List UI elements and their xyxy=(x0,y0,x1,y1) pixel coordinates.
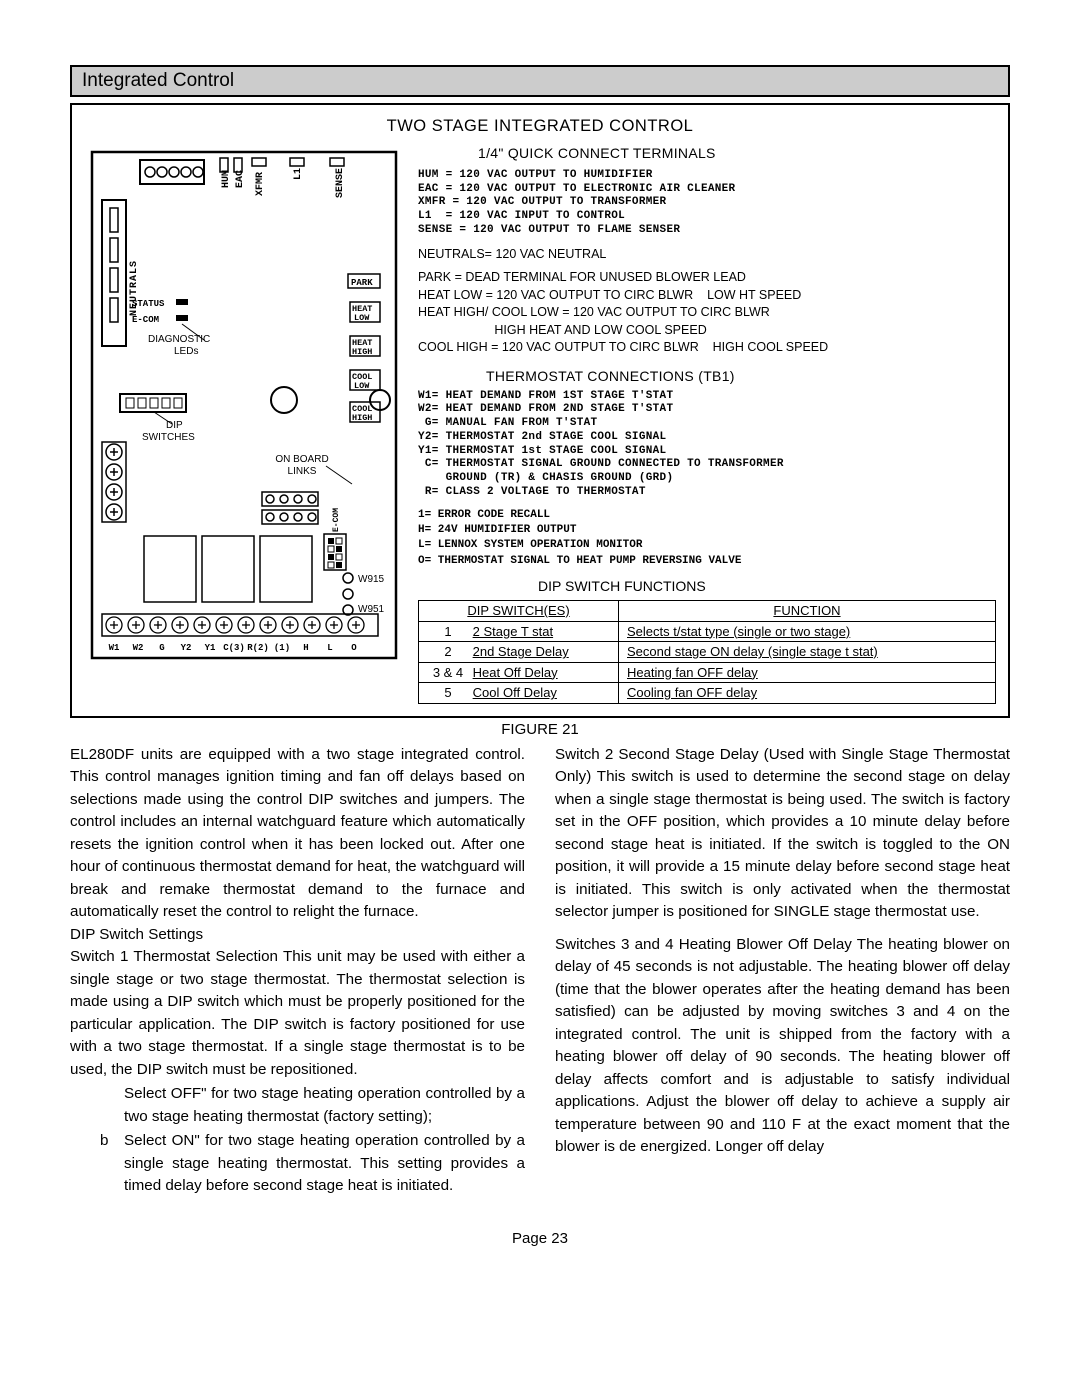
svg-text:ON BOARD: ON BOARD xyxy=(275,454,328,465)
neutrals-line: NEUTRALS= 120 VAC NEUTRAL xyxy=(418,246,996,264)
body-p3: Switch 2 Second Stage Delay (Used with S… xyxy=(555,744,1010,924)
control-diagram: NEUTRALS HUM EAC XFMR L1 SENSE xyxy=(84,144,404,704)
thermostat-lines: W1= HEAT DEMAND FROM 1ST STAGE T'STAT W2… xyxy=(418,390,996,500)
section-header: Integrated Control xyxy=(70,65,1010,97)
svg-text:DIAGNOSTIC: DIAGNOSTIC xyxy=(148,334,210,345)
svg-text:W2: W2 xyxy=(133,643,144,653)
dip-col-2: FUNCTION xyxy=(619,600,996,621)
svg-text:W915: W915 xyxy=(358,574,385,585)
quick-connect-lines: HUM = 120 VAC OUTPUT TO HUMIDIFIER EAC =… xyxy=(418,169,996,238)
svg-text:PARK: PARK xyxy=(351,278,373,288)
svg-text:SWITCHES: SWITCHES xyxy=(142,432,195,443)
svg-text:LINKS: LINKS xyxy=(288,466,317,477)
svg-text:E-COM: E-COM xyxy=(132,315,159,325)
svg-text:G: G xyxy=(159,643,164,653)
svg-text:E-COM: E-COM xyxy=(332,508,341,532)
list-item-a: Select OFF" for two stage heating operat… xyxy=(124,1083,525,1128)
svg-text:L1: L1 xyxy=(293,168,304,180)
svg-text:R(2): R(2) xyxy=(247,643,269,653)
svg-text:LOW: LOW xyxy=(354,381,370,391)
svg-text:L: L xyxy=(327,643,332,653)
svg-text:W1: W1 xyxy=(109,643,120,653)
svg-text:LOW: LOW xyxy=(354,313,370,323)
svg-text:H: H xyxy=(303,643,308,653)
svg-text:Y1: Y1 xyxy=(205,643,216,653)
park-lines: PARK = DEAD TERMINAL FOR UNUSED BLOWER L… xyxy=(418,269,996,357)
svg-text:LEDs: LEDs xyxy=(174,346,198,357)
list-marker-b: b xyxy=(100,1130,114,1198)
body-p4: Switches 3 and 4 Heating Blower Off Dela… xyxy=(555,934,1010,1159)
figure-caption: FIGURE 21 xyxy=(70,721,1010,738)
svg-text:SENSE: SENSE xyxy=(335,168,346,198)
svg-text:O: O xyxy=(351,643,357,653)
figure-title: TWO STAGE INTEGRATED CONTROL xyxy=(84,117,996,136)
svg-text:HIGH: HIGH xyxy=(352,347,372,357)
dip-table: DIP SWITCH(ES) FUNCTION 1 2 Stage T stat… xyxy=(418,600,996,704)
svg-text:C(3): C(3) xyxy=(223,643,245,653)
body-columns: EL280DF units are equipped with a two st… xyxy=(70,744,1010,1200)
svg-text:(1): (1) xyxy=(274,643,290,653)
dip-settings-header: DIP Switch Settings xyxy=(70,924,525,947)
body-p1: EL280DF units are equipped with a two st… xyxy=(70,744,525,924)
figure-box: TWO STAGE INTEGRATED CONTROL NEUTRALS xyxy=(70,103,1010,718)
dip-col-1: DIP SWITCH(ES) xyxy=(419,600,619,621)
list-item-b: Select ON" for two stage heating operati… xyxy=(124,1130,525,1198)
dip-functions-header: DIP SWITCH FUNCTIONS xyxy=(538,577,996,596)
svg-text:STATUS: STATUS xyxy=(132,299,165,309)
quick-connect-header: 1/4" QUICK CONNECT TERMINALS xyxy=(478,144,996,163)
extra-lines: 1= ERROR CODE RECALL H= 24V HUMIDIFIER O… xyxy=(418,508,996,570)
thermostat-header: THERMOSTAT CONNECTIONS (TB1) xyxy=(486,367,996,386)
page-number: Page 23 xyxy=(70,1230,1010,1247)
list-marker-a xyxy=(100,1083,114,1128)
svg-text:XFMR: XFMR xyxy=(255,172,266,196)
body-p2: Switch 1 Thermostat Selection This unit … xyxy=(70,946,525,1081)
svg-text:Y2: Y2 xyxy=(181,643,192,653)
svg-text:HIGH: HIGH xyxy=(352,413,372,423)
